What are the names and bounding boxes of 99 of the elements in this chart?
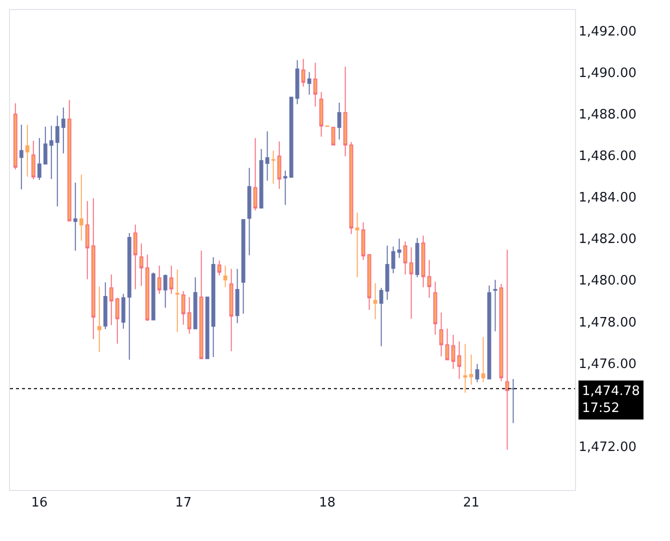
candlestick bbox=[277, 140, 282, 190]
candlestick bbox=[475, 363, 480, 383]
candlestick bbox=[301, 58, 306, 88]
candlestick bbox=[499, 283, 504, 382]
y-tick-label: 1,472.00 bbox=[578, 440, 636, 455]
y-tick-label: 1,476.00 bbox=[578, 356, 636, 372]
candlestick bbox=[67, 99, 72, 222]
candlestick bbox=[367, 254, 372, 310]
candlestick bbox=[403, 240, 408, 276]
candlestick bbox=[409, 246, 414, 320]
candlestick bbox=[511, 378, 516, 424]
y-tick-label: 1,484.00 bbox=[578, 190, 636, 206]
candlestick bbox=[241, 219, 246, 314]
candlestick bbox=[487, 285, 492, 380]
x-tick-label: 21 bbox=[462, 496, 480, 511]
candlestick bbox=[433, 281, 438, 336]
candlestick bbox=[235, 268, 240, 324]
candlestick bbox=[451, 334, 456, 370]
candlestick bbox=[397, 238, 402, 258]
candlestick bbox=[91, 198, 96, 340]
candlestick bbox=[49, 125, 54, 180]
candlestick bbox=[85, 200, 90, 280]
candlestick bbox=[331, 126, 336, 146]
candlestick bbox=[265, 130, 270, 182]
candlestick bbox=[199, 250, 204, 360]
candlestick bbox=[43, 126, 48, 164]
candlestick bbox=[127, 232, 132, 360]
y-tick-label: 1,488.00 bbox=[578, 107, 636, 122]
y-tick-label: 1,478.00 bbox=[578, 315, 636, 330]
candlestick bbox=[157, 265, 162, 294]
y-tick-label: 1,480.00 bbox=[578, 274, 636, 289]
candlestick bbox=[217, 260, 222, 276]
candlestick bbox=[151, 272, 156, 320]
candlestick bbox=[25, 124, 30, 178]
candlestick bbox=[133, 224, 138, 290]
candlestick bbox=[145, 254, 150, 322]
candlestick bbox=[31, 140, 36, 180]
candlestick bbox=[391, 246, 396, 274]
candlestick bbox=[103, 282, 108, 330]
y-tick-label: 1,490.00 bbox=[578, 66, 636, 81]
candlestick bbox=[385, 245, 390, 300]
candlestick bbox=[379, 287, 384, 347]
ref-line-label: 1,474.78 bbox=[582, 384, 640, 399]
x-tick-label: 18 bbox=[319, 496, 336, 511]
candlestick bbox=[439, 312, 444, 357]
candlestick bbox=[427, 259, 432, 298]
candlestick bbox=[481, 336, 486, 383]
candlestick bbox=[139, 243, 144, 286]
candlestick bbox=[457, 340, 462, 380]
y-tick-label: 1,492.00 bbox=[578, 24, 636, 40]
candlestick bbox=[163, 274, 168, 308]
x-tick-label: 17 bbox=[175, 496, 192, 511]
candlestick bbox=[295, 60, 300, 105]
candlestick bbox=[187, 296, 192, 334]
candlestick bbox=[121, 293, 126, 330]
y-tick-label: 1,486.00 bbox=[578, 149, 636, 164]
candlestick bbox=[283, 170, 288, 206]
candlestick bbox=[193, 276, 198, 330]
candlestick bbox=[223, 265, 228, 288]
candlestick bbox=[469, 354, 474, 386]
candlestick bbox=[79, 174, 84, 242]
candlestick bbox=[253, 138, 258, 212]
candlestick bbox=[13, 102, 18, 170]
candlestick bbox=[109, 274, 114, 326]
candlestick bbox=[343, 66, 348, 157]
candlestick bbox=[61, 106, 66, 154]
candlestick bbox=[37, 138, 42, 180]
candlestick bbox=[361, 222, 366, 260]
candlestick bbox=[421, 235, 426, 288]
candlestick bbox=[373, 282, 378, 320]
candlestick bbox=[169, 265, 174, 294]
candlestick bbox=[175, 269, 180, 333]
candlestick bbox=[505, 249, 510, 450]
candlestick bbox=[181, 290, 186, 326]
candlestick bbox=[259, 148, 264, 209]
text: 17:52 bbox=[582, 400, 620, 416]
x-tick-label: 16 bbox=[31, 496, 48, 511]
candlestick bbox=[355, 212, 360, 278]
candlestick bbox=[73, 182, 78, 252]
candlestick bbox=[493, 279, 498, 332]
candlestick bbox=[19, 124, 24, 190]
candlestick bbox=[415, 237, 420, 278]
candlestick bbox=[337, 102, 342, 140]
candlestick bbox=[349, 141, 354, 234]
candlestick bbox=[319, 92, 324, 138]
candlestick bbox=[307, 72, 312, 96]
y-tick-label: 1,482.00 bbox=[578, 232, 636, 248]
candlestick bbox=[211, 256, 216, 358]
candlestick bbox=[289, 96, 294, 178]
candlestick bbox=[247, 167, 252, 256]
candlestick bbox=[445, 328, 450, 360]
candlestick bbox=[55, 115, 60, 207]
candlestick bbox=[97, 286, 102, 353]
candlestick bbox=[463, 343, 468, 394]
candlestick bbox=[205, 296, 210, 360]
candlestick bbox=[115, 297, 120, 344]
candlestick bbox=[313, 62, 318, 108]
candlestick bbox=[271, 150, 276, 184]
candlestick bbox=[229, 268, 234, 352]
